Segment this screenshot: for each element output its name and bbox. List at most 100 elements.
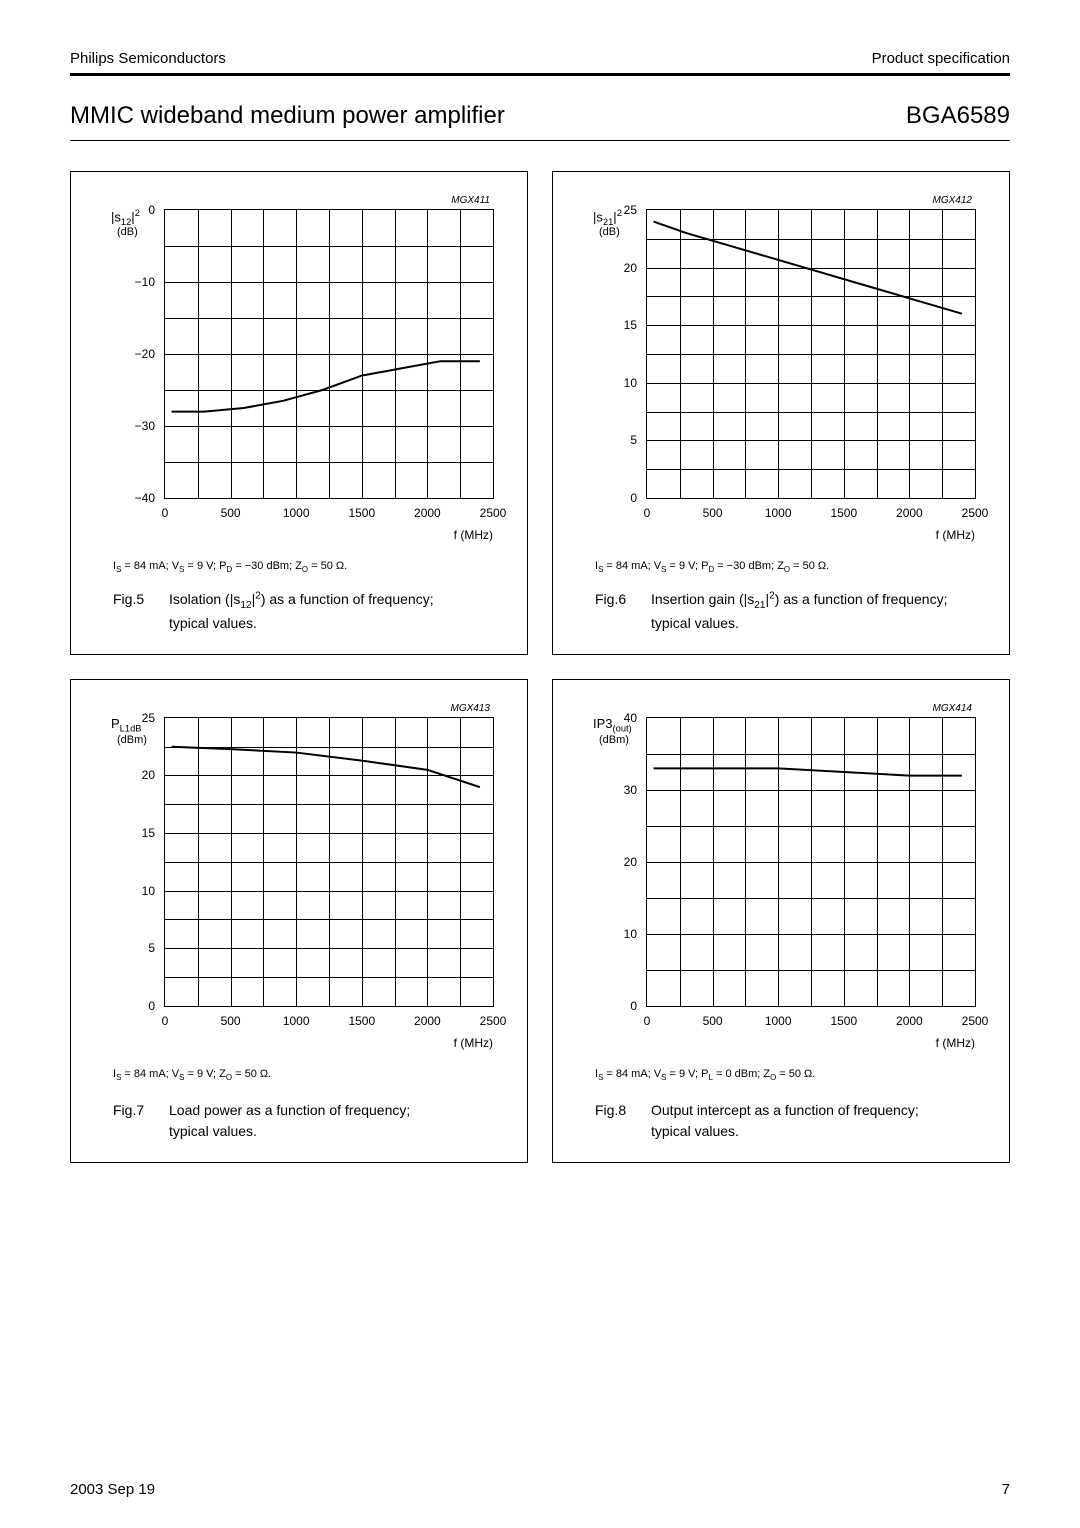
x-tick-label: 2500 <box>480 1014 507 1028</box>
y-tick-label: 15 <box>624 318 637 332</box>
chart-tag: MGX411 <box>451 195 490 206</box>
x-tick-label: 1500 <box>830 1014 857 1028</box>
y-axis-unit: (dBm) <box>599 734 629 746</box>
title-rule <box>70 140 1010 141</box>
figure-caption: Fig.7Load power as a function of frequen… <box>89 1100 509 1142</box>
curve <box>165 718 493 1006</box>
y-tick-label: 10 <box>142 884 155 898</box>
x-axis-label: f (MHz) <box>936 528 975 542</box>
figure-panel: 050010001500200025000510152025PL1dB(dBm)… <box>70 679 528 1163</box>
caption-text: Insertion gain (|s21|2) as a function of… <box>651 591 947 607</box>
x-tick-label: 500 <box>221 506 241 520</box>
y-tick-label: 5 <box>148 941 155 955</box>
figure-conditions: IS = 84 mA; VS = 9 V; ZO = 50 Ω. <box>113 1068 509 1082</box>
figure-conditions: IS = 84 mA; VS = 9 V; PL = 0 dBm; ZO = 5… <box>595 1068 991 1082</box>
footer-page: 7 <box>1002 1481 1010 1498</box>
curve <box>647 210 975 498</box>
x-tick-label: 2000 <box>896 506 923 520</box>
x-tick-label: 0 <box>644 1014 651 1028</box>
page-header: Philips Semiconductors Product specifica… <box>70 50 1010 73</box>
chart-tag: MGX414 <box>933 703 972 714</box>
y-tick-label: 20 <box>142 768 155 782</box>
x-axis-label: f (MHz) <box>936 1036 975 1050</box>
y-tick-label: −10 <box>135 275 155 289</box>
chart: 050010001500200025000510152025PL1dB(dBm)… <box>139 712 499 1032</box>
y-tick-label: 0 <box>148 999 155 1013</box>
x-tick-label: 2000 <box>414 506 441 520</box>
caption-text: Isolation (|s12|2) as a function of freq… <box>169 591 434 607</box>
y-tick-label: −40 <box>135 491 155 505</box>
y-tick-label: 5 <box>630 433 637 447</box>
header-right: Product specification <box>872 50 1010 67</box>
curve <box>647 718 975 1006</box>
y-tick-label: −20 <box>135 347 155 361</box>
x-tick-label: 2500 <box>962 1014 989 1028</box>
title-row: MMIC wideband medium power amplifier BGA… <box>70 102 1010 130</box>
caption-text-cont: typical values. <box>113 1123 257 1139</box>
figure-panel: 05001000150020002500010203040IP3(out)(dB… <box>552 679 1010 1163</box>
figure-number: Fig.8 <box>595 1100 651 1121</box>
figure-caption: Fig.8Output intercept as a function of f… <box>571 1100 991 1142</box>
x-tick-label: 500 <box>703 1014 723 1028</box>
x-tick-label: 0 <box>162 506 169 520</box>
y-axis-label: |s12|2 <box>111 208 163 227</box>
caption-text-cont: typical values. <box>113 615 257 631</box>
figure-number: Fig.6 <box>595 589 651 610</box>
figure-caption: Fig.6Insertion gain (|s21|2) as a functi… <box>571 588 991 634</box>
x-tick-label: 500 <box>221 1014 241 1028</box>
x-tick-label: 2500 <box>480 506 507 520</box>
y-tick-label: −30 <box>135 419 155 433</box>
y-tick-label: 20 <box>624 261 637 275</box>
figure-caption: Fig.5Isolation (|s12|2) as a function of… <box>89 588 509 634</box>
y-tick-label: 10 <box>624 927 637 941</box>
y-tick-label: 30 <box>624 783 637 797</box>
y-tick-label: 10 <box>624 376 637 390</box>
x-tick-label: 0 <box>162 1014 169 1028</box>
figure-panel: 05001000150020002500−40−30−20−100|s12|2(… <box>70 171 528 655</box>
x-tick-label: 1000 <box>765 1014 792 1028</box>
x-tick-label: 0 <box>644 506 651 520</box>
footer-date: 2003 Sep 19 <box>70 1481 155 1498</box>
chart: 05001000150020002500−40−30−20−100|s12|2(… <box>139 204 499 524</box>
chart-tag: MGX413 <box>451 703 490 714</box>
x-tick-label: 2500 <box>962 506 989 520</box>
x-tick-label: 1000 <box>765 506 792 520</box>
figure-panel: 050010001500200025000510152025|s21|2(dB)… <box>552 171 1010 655</box>
y-tick-label: 20 <box>624 855 637 869</box>
y-axis-label: IP3(out) <box>593 716 645 734</box>
x-tick-label: 1000 <box>283 506 310 520</box>
caption-text-cont: typical values. <box>595 615 739 631</box>
y-tick-label: 0 <box>630 491 637 505</box>
y-tick-label: 0 <box>630 999 637 1013</box>
figure-conditions: IS = 84 mA; VS = 9 V; PD = −30 dBm; ZO =… <box>113 560 509 574</box>
caption-text: Output intercept as a function of freque… <box>651 1102 919 1118</box>
caption-text-cont: typical values. <box>595 1123 739 1139</box>
x-tick-label: 2000 <box>414 1014 441 1028</box>
chart-plot-area: 050010001500200025000510152025|s21|2(dB)… <box>646 209 976 499</box>
x-axis-label: f (MHz) <box>454 1036 493 1050</box>
figure-conditions: IS = 84 mA; VS = 9 V; PD = −30 dBm; ZO =… <box>595 560 991 574</box>
chart: 05001000150020002500010203040IP3(out)(dB… <box>621 712 981 1032</box>
y-axis-unit: (dB) <box>117 226 138 238</box>
figure-grid: 05001000150020002500−40−30−20−100|s12|2(… <box>70 171 1010 1163</box>
y-axis-unit: (dB) <box>599 226 620 238</box>
figure-number: Fig.5 <box>113 589 169 610</box>
page-footer: 2003 Sep 19 7 <box>70 1481 1010 1498</box>
figure-number: Fig.7 <box>113 1100 169 1121</box>
caption-text: Load power as a function of frequency; <box>169 1102 410 1118</box>
x-tick-label: 1500 <box>830 506 857 520</box>
curve <box>165 210 493 498</box>
chart-plot-area: 05001000150020002500−40−30−20−100|s12|2(… <box>164 209 494 499</box>
x-tick-label: 1500 <box>348 1014 375 1028</box>
chart-plot-area: 050010001500200025000510152025PL1dB(dBm)… <box>164 717 494 1007</box>
main-title: MMIC wideband medium power amplifier <box>70 102 505 130</box>
chart: 050010001500200025000510152025|s21|2(dB)… <box>621 204 981 524</box>
x-tick-label: 1000 <box>283 1014 310 1028</box>
x-axis-label: f (MHz) <box>454 528 493 542</box>
header-rule <box>70 73 1010 76</box>
y-axis-label: |s21|2 <box>593 208 645 227</box>
part-number: BGA6589 <box>906 102 1010 130</box>
chart-tag: MGX412 <box>933 195 972 206</box>
y-axis-label: PL1dB <box>111 716 163 734</box>
x-tick-label: 1500 <box>348 506 375 520</box>
